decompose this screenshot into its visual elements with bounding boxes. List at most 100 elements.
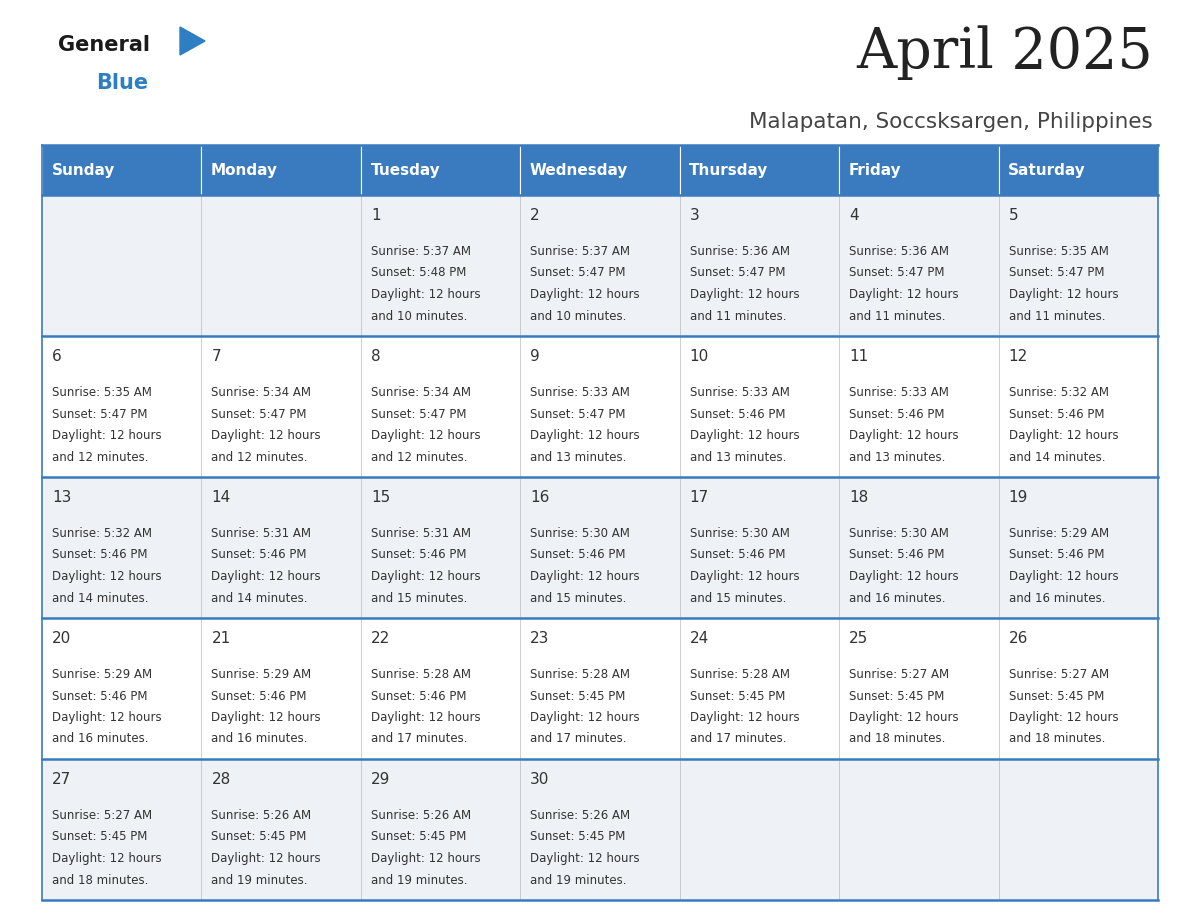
Text: Sunset: 5:46 PM: Sunset: 5:46 PM	[690, 548, 785, 562]
FancyBboxPatch shape	[361, 145, 520, 195]
Text: 15: 15	[371, 490, 390, 505]
FancyBboxPatch shape	[839, 145, 999, 195]
Text: 19: 19	[1009, 490, 1028, 505]
Text: Tuesday: Tuesday	[371, 162, 441, 177]
Text: Sunrise: 5:34 AM: Sunrise: 5:34 AM	[211, 386, 311, 399]
Text: Daylight: 12 hours: Daylight: 12 hours	[849, 570, 959, 583]
Text: Daylight: 12 hours: Daylight: 12 hours	[211, 570, 321, 583]
Text: Sunset: 5:47 PM: Sunset: 5:47 PM	[1009, 266, 1104, 279]
Text: Monday: Monday	[211, 162, 278, 177]
Text: Wednesday: Wednesday	[530, 162, 628, 177]
Text: Sunrise: 5:28 AM: Sunrise: 5:28 AM	[530, 668, 631, 681]
Text: Sunrise: 5:32 AM: Sunrise: 5:32 AM	[52, 527, 152, 540]
Text: Sunset: 5:47 PM: Sunset: 5:47 PM	[371, 408, 467, 420]
Text: 10: 10	[690, 349, 709, 364]
Text: Sunset: 5:45 PM: Sunset: 5:45 PM	[690, 689, 785, 702]
FancyBboxPatch shape	[999, 145, 1158, 195]
Text: Sunrise: 5:37 AM: Sunrise: 5:37 AM	[371, 245, 470, 258]
Polygon shape	[181, 27, 206, 55]
Text: 28: 28	[211, 772, 230, 787]
Text: Sunrise: 5:26 AM: Sunrise: 5:26 AM	[371, 809, 470, 822]
Text: Sunset: 5:47 PM: Sunset: 5:47 PM	[849, 266, 944, 279]
Text: Sunset: 5:45 PM: Sunset: 5:45 PM	[530, 689, 626, 702]
Text: Sunrise: 5:30 AM: Sunrise: 5:30 AM	[849, 527, 949, 540]
Text: 1: 1	[371, 208, 380, 223]
Text: General: General	[58, 35, 150, 55]
Text: Daylight: 12 hours: Daylight: 12 hours	[530, 711, 640, 724]
Text: Sunrise: 5:27 AM: Sunrise: 5:27 AM	[52, 809, 152, 822]
FancyBboxPatch shape	[42, 195, 1158, 336]
Text: Sunrise: 5:29 AM: Sunrise: 5:29 AM	[1009, 527, 1108, 540]
Text: Sunrise: 5:30 AM: Sunrise: 5:30 AM	[530, 527, 630, 540]
Text: 17: 17	[690, 490, 709, 505]
Text: Sunset: 5:47 PM: Sunset: 5:47 PM	[211, 408, 307, 420]
Text: and 18 minutes.: and 18 minutes.	[52, 874, 148, 887]
Text: Sunrise: 5:26 AM: Sunrise: 5:26 AM	[211, 809, 311, 822]
Text: Sunrise: 5:35 AM: Sunrise: 5:35 AM	[52, 386, 152, 399]
Text: and 14 minutes.: and 14 minutes.	[52, 591, 148, 604]
Text: Sunrise: 5:33 AM: Sunrise: 5:33 AM	[690, 386, 790, 399]
Text: 20: 20	[52, 631, 71, 646]
Text: and 17 minutes.: and 17 minutes.	[530, 733, 627, 745]
Text: Blue: Blue	[96, 73, 148, 93]
Text: 29: 29	[371, 772, 390, 787]
Text: and 10 minutes.: and 10 minutes.	[371, 309, 467, 322]
Text: and 15 minutes.: and 15 minutes.	[371, 591, 467, 604]
Text: Sunrise: 5:28 AM: Sunrise: 5:28 AM	[690, 668, 790, 681]
Text: Sunrise: 5:29 AM: Sunrise: 5:29 AM	[211, 668, 311, 681]
Text: 27: 27	[52, 772, 71, 787]
Text: Sunrise: 5:28 AM: Sunrise: 5:28 AM	[371, 668, 470, 681]
Text: Sunrise: 5:32 AM: Sunrise: 5:32 AM	[1009, 386, 1108, 399]
Text: Sunset: 5:46 PM: Sunset: 5:46 PM	[52, 548, 147, 562]
Text: and 18 minutes.: and 18 minutes.	[1009, 733, 1105, 745]
Text: 18: 18	[849, 490, 868, 505]
Text: Daylight: 12 hours: Daylight: 12 hours	[1009, 429, 1118, 442]
Text: Sunrise: 5:36 AM: Sunrise: 5:36 AM	[690, 245, 790, 258]
Text: Sunrise: 5:27 AM: Sunrise: 5:27 AM	[1009, 668, 1108, 681]
Text: and 16 minutes.: and 16 minutes.	[849, 591, 946, 604]
Text: Sunday: Sunday	[51, 162, 115, 177]
Text: Sunrise: 5:27 AM: Sunrise: 5:27 AM	[849, 668, 949, 681]
Text: 16: 16	[530, 490, 550, 505]
Text: Sunrise: 5:31 AM: Sunrise: 5:31 AM	[211, 527, 311, 540]
Text: 6: 6	[52, 349, 62, 364]
Text: and 17 minutes.: and 17 minutes.	[690, 733, 786, 745]
Text: Daylight: 12 hours: Daylight: 12 hours	[530, 429, 640, 442]
Text: Sunset: 5:46 PM: Sunset: 5:46 PM	[849, 548, 944, 562]
Text: Daylight: 12 hours: Daylight: 12 hours	[52, 852, 162, 865]
FancyBboxPatch shape	[42, 477, 1158, 618]
Text: Daylight: 12 hours: Daylight: 12 hours	[690, 288, 800, 301]
Text: 7: 7	[211, 349, 221, 364]
Text: 23: 23	[530, 631, 550, 646]
Text: and 13 minutes.: and 13 minutes.	[690, 451, 786, 464]
Text: Daylight: 12 hours: Daylight: 12 hours	[690, 711, 800, 724]
Text: Sunset: 5:45 PM: Sunset: 5:45 PM	[52, 831, 147, 844]
Text: and 19 minutes.: and 19 minutes.	[211, 874, 308, 887]
Text: Sunrise: 5:26 AM: Sunrise: 5:26 AM	[530, 809, 631, 822]
Text: Sunset: 5:45 PM: Sunset: 5:45 PM	[211, 831, 307, 844]
Text: 4: 4	[849, 208, 859, 223]
Text: and 16 minutes.: and 16 minutes.	[1009, 591, 1105, 604]
Text: April 2025: April 2025	[857, 25, 1154, 80]
Text: and 11 minutes.: and 11 minutes.	[1009, 309, 1105, 322]
Text: and 12 minutes.: and 12 minutes.	[371, 451, 467, 464]
Text: and 19 minutes.: and 19 minutes.	[371, 874, 467, 887]
Text: Sunrise: 5:33 AM: Sunrise: 5:33 AM	[849, 386, 949, 399]
Text: 26: 26	[1009, 631, 1028, 646]
Text: Sunset: 5:46 PM: Sunset: 5:46 PM	[52, 689, 147, 702]
Text: Daylight: 12 hours: Daylight: 12 hours	[1009, 711, 1118, 724]
Text: Daylight: 12 hours: Daylight: 12 hours	[52, 429, 162, 442]
Text: 13: 13	[52, 490, 71, 505]
Text: Daylight: 12 hours: Daylight: 12 hours	[1009, 570, 1118, 583]
Text: and 15 minutes.: and 15 minutes.	[530, 591, 626, 604]
Text: Sunrise: 5:35 AM: Sunrise: 5:35 AM	[1009, 245, 1108, 258]
Text: and 13 minutes.: and 13 minutes.	[530, 451, 626, 464]
Text: and 14 minutes.: and 14 minutes.	[1009, 451, 1105, 464]
Text: Sunrise: 5:33 AM: Sunrise: 5:33 AM	[530, 386, 630, 399]
Text: Sunset: 5:46 PM: Sunset: 5:46 PM	[371, 689, 467, 702]
Text: Sunset: 5:46 PM: Sunset: 5:46 PM	[849, 408, 944, 420]
Text: 14: 14	[211, 490, 230, 505]
Text: Sunrise: 5:36 AM: Sunrise: 5:36 AM	[849, 245, 949, 258]
Text: Daylight: 12 hours: Daylight: 12 hours	[1009, 288, 1118, 301]
Text: Sunrise: 5:30 AM: Sunrise: 5:30 AM	[690, 527, 790, 540]
